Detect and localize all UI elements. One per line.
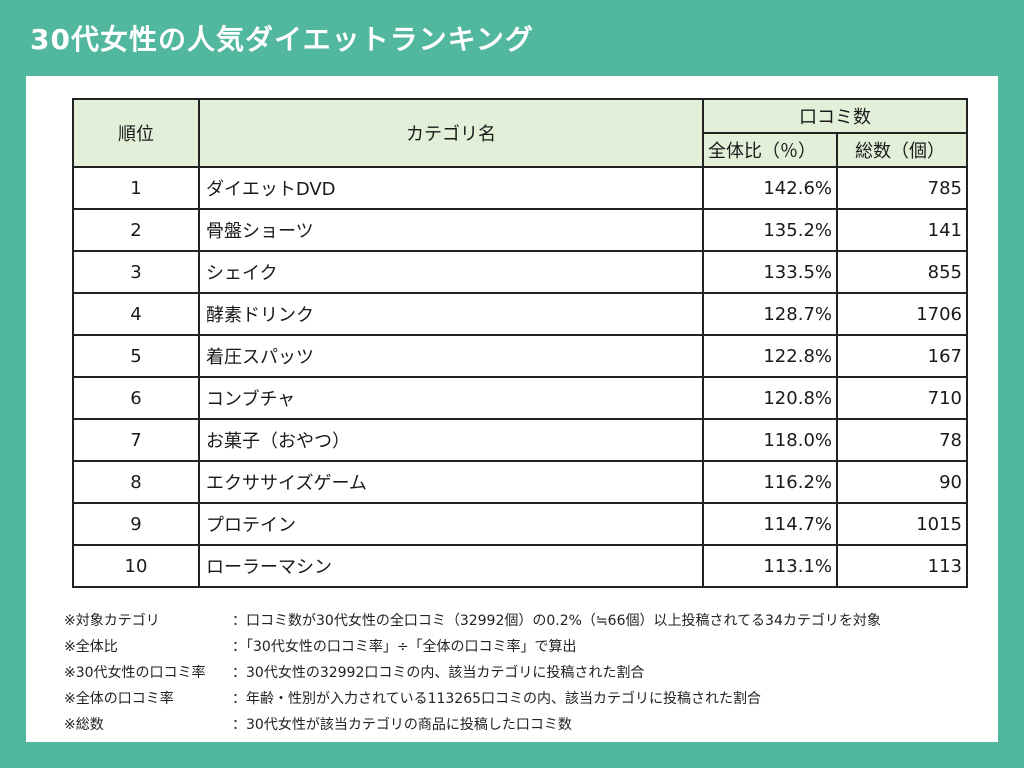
pct-cell: 135.2% bbox=[702, 208, 838, 252]
count-cell: 78 bbox=[836, 418, 968, 462]
pct-cell: 128.7% bbox=[702, 292, 838, 336]
table-row: 4 酵素ドリンク 128.7% 1706 bbox=[72, 292, 968, 336]
footnote-label: ※対象カテゴリ bbox=[64, 613, 160, 629]
count-cell: 141 bbox=[836, 208, 968, 252]
count-cell: 90 bbox=[836, 460, 968, 504]
pct-cell: 122.8% bbox=[702, 334, 838, 378]
category-cell: ローラーマシン bbox=[198, 544, 704, 588]
rank-cell: 4 bbox=[72, 292, 200, 336]
rank-cell: 10 bbox=[72, 544, 200, 588]
header-pct: 全体比（％） bbox=[702, 132, 838, 168]
footnote-text: ：30代女性が該当カテゴリの商品に投稿した口コミ数 bbox=[232, 717, 572, 733]
pct-cell: 133.5% bbox=[702, 250, 838, 294]
footnotes: ※対象カテゴリ ：口コミ数が30代女性の全口コミ（32992個）の0.2%（≒6… bbox=[64, 608, 881, 738]
pct-cell: 142.6% bbox=[702, 166, 838, 210]
count-cell: 1706 bbox=[836, 292, 968, 336]
pct-cell: 118.0% bbox=[702, 418, 838, 462]
footnote: ※全体の口コミ率 ：年齢・性別が入力されている113265口コミの内、該当カテゴ… bbox=[64, 686, 881, 712]
footnote-text: ：口コミ数が30代女性の全口コミ（32992個）の0.2%（≒66個）以上投稿さ… bbox=[232, 613, 881, 629]
table-row: 5 着圧スパッツ 122.8% 167 bbox=[72, 334, 968, 378]
table-row: 6 コンブチャ 120.8% 710 bbox=[72, 376, 968, 420]
footnote-text: ：30代女性の32992口コミの内、該当カテゴリに投稿された割合 bbox=[232, 665, 645, 681]
table-row: 1 ダイエットDVD 142.6% 785 bbox=[72, 166, 968, 210]
rank-cell: 2 bbox=[72, 208, 200, 252]
category-cell: 酵素ドリンク bbox=[198, 292, 704, 336]
category-cell: 骨盤ショーツ bbox=[198, 208, 704, 252]
table-row: 9 プロテイン 114.7% 1015 bbox=[72, 502, 968, 546]
rank-cell: 3 bbox=[72, 250, 200, 294]
category-cell: ダイエットDVD bbox=[198, 166, 704, 210]
pct-cell: 113.1% bbox=[702, 544, 838, 588]
rank-cell: 1 bbox=[72, 166, 200, 210]
header-count: 総数（個） bbox=[836, 132, 968, 168]
count-cell: 855 bbox=[836, 250, 968, 294]
rank-cell: 5 bbox=[72, 334, 200, 378]
rank-cell: 7 bbox=[72, 418, 200, 462]
count-cell: 113 bbox=[836, 544, 968, 588]
header-review-count-group: 口コミ数 bbox=[702, 98, 968, 134]
footnote-label: ※全体比 bbox=[64, 639, 118, 655]
category-cell: コンブチャ bbox=[198, 376, 704, 420]
footnote-label: ※全体の口コミ率 bbox=[64, 691, 174, 707]
footnote: ※30代女性の口コミ率 ：30代女性の32992口コミの内、該当カテゴリに投稿さ… bbox=[64, 660, 881, 686]
footnote-text: ：年齢・性別が入力されている113265口コミの内、該当カテゴリに投稿された割合 bbox=[232, 691, 762, 707]
count-cell: 785 bbox=[836, 166, 968, 210]
count-cell: 167 bbox=[836, 334, 968, 378]
pct-cell: 120.8% bbox=[702, 376, 838, 420]
table-row: 10 ローラーマシン 113.1% 113 bbox=[72, 544, 968, 588]
pct-cell: 116.2% bbox=[702, 460, 838, 504]
table-row: 2 骨盤ショーツ 135.2% 141 bbox=[72, 208, 968, 252]
pct-cell: 114.7% bbox=[702, 502, 838, 546]
category-cell: お菓子（おやつ） bbox=[198, 418, 704, 462]
ranking-card: 順位 カテゴリ名 口コミ数 全体比（％） 総数（個） 1 ダイエットDVD 14… bbox=[26, 76, 998, 742]
category-cell: シェイク bbox=[198, 250, 704, 294]
count-cell: 710 bbox=[836, 376, 968, 420]
rank-cell: 9 bbox=[72, 502, 200, 546]
footnote: ※総数 ：30代女性が該当カテゴリの商品に投稿した口コミ数 bbox=[64, 712, 881, 738]
header-rank: 順位 bbox=[72, 98, 200, 168]
category-cell: エクササイズゲーム bbox=[198, 460, 704, 504]
footnote-text: ：「30代女性の口コミ率」÷「全体の口コミ率」で算出 bbox=[232, 639, 577, 655]
ranking-table: 順位 カテゴリ名 口コミ数 全体比（％） 総数（個） 1 ダイエットDVD 14… bbox=[72, 98, 968, 588]
table-row: 7 お菓子（おやつ） 118.0% 78 bbox=[72, 418, 968, 462]
footnote: ※全体比 ：「30代女性の口コミ率」÷「全体の口コミ率」で算出 bbox=[64, 634, 881, 660]
rank-cell: 6 bbox=[72, 376, 200, 420]
table-row: 3 シェイク 133.5% 855 bbox=[72, 250, 968, 294]
table-row: 8 エクササイズゲーム 116.2% 90 bbox=[72, 460, 968, 504]
footnote: ※対象カテゴリ ：口コミ数が30代女性の全口コミ（32992個）の0.2%（≒6… bbox=[64, 608, 881, 634]
page-title: 30代女性の人気ダイエットランキング bbox=[30, 23, 534, 56]
category-cell: 着圧スパッツ bbox=[198, 334, 704, 378]
count-cell: 1015 bbox=[836, 502, 968, 546]
category-cell: プロテイン bbox=[198, 502, 704, 546]
footnote-label: ※30代女性の口コミ率 bbox=[64, 665, 206, 681]
header-category: カテゴリ名 bbox=[198, 98, 704, 168]
footnote-label: ※総数 bbox=[64, 717, 104, 733]
rank-cell: 8 bbox=[72, 460, 200, 504]
